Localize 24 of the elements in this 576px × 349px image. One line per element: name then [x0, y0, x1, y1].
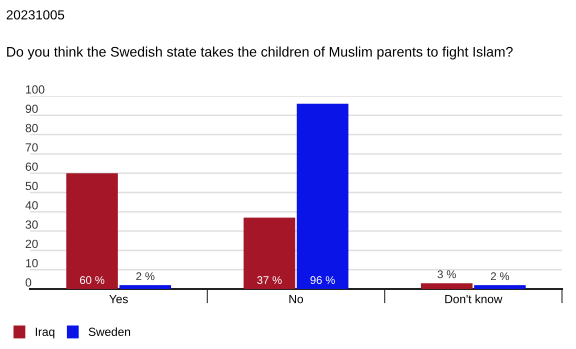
y-tick-label: 60: [26, 162, 38, 171]
y-tick-label: 80: [26, 124, 38, 132]
y-tick-label: 30: [26, 220, 38, 229]
data-label: 96 %: [310, 276, 335, 284]
chart-title: 20231005: [6, 10, 64, 20]
x-tick-label: Yes: [109, 294, 128, 304]
y-tick-label: 40: [25, 201, 38, 210]
y-tick-label: 90: [26, 104, 38, 113]
data-label: 37 %: [257, 276, 282, 284]
x-tick-label: Don't know: [445, 294, 502, 304]
y-tick-label: 0: [26, 278, 32, 287]
data-label: 2 %: [136, 272, 154, 280]
data-label: 2 %: [490, 272, 510, 280]
y-tick-label: 20: [26, 240, 38, 248]
y-tick-label: 50: [26, 182, 38, 190]
legend-label: Iraq: [36, 328, 54, 338]
y-tick-label: 100: [26, 85, 44, 94]
data-label: 60 %: [80, 276, 104, 284]
legend-label: Sweden: [88, 327, 130, 336]
x-tick-label: No: [289, 294, 304, 304]
chart-subtitle: Do you think the Swedish state takes the children of Muslim parents to fight Islam?: [7, 46, 513, 60]
y-tick-label: 10: [26, 259, 38, 268]
data-label: 3 %: [438, 270, 456, 278]
y-tick-label: 70: [26, 143, 38, 152]
